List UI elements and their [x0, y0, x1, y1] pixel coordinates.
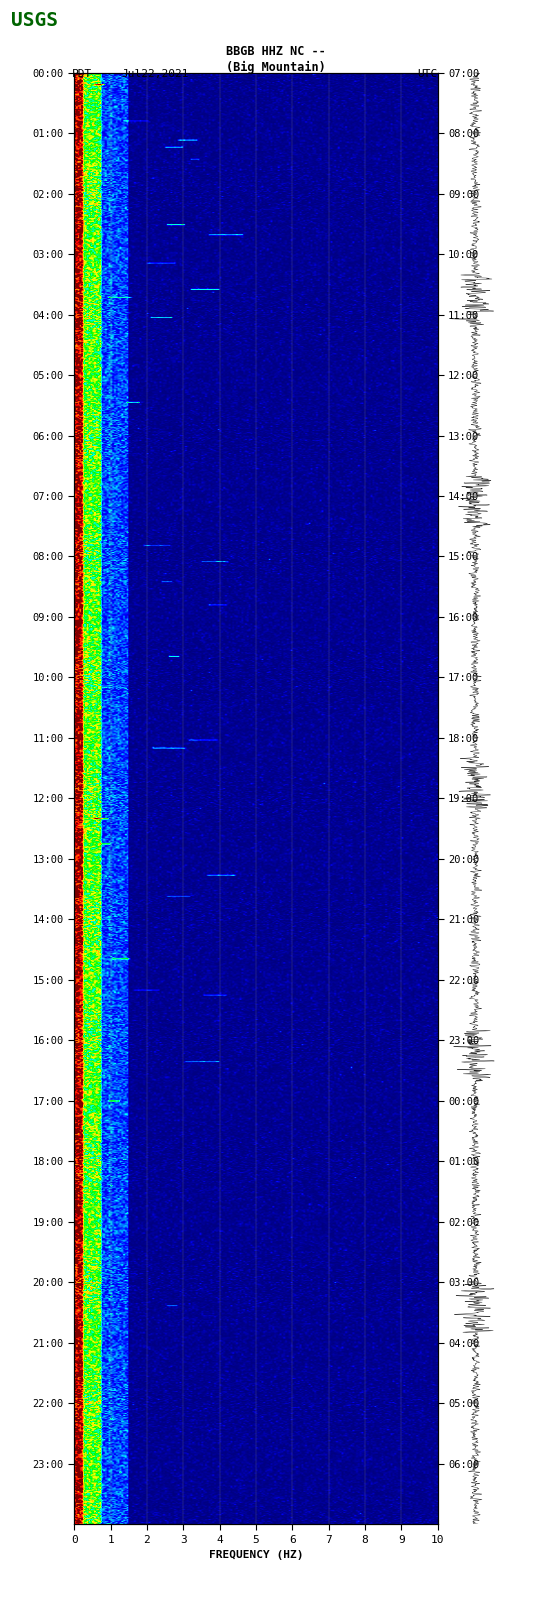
X-axis label: FREQUENCY (HZ): FREQUENCY (HZ)	[209, 1550, 303, 1560]
Text: (Big Mountain): (Big Mountain)	[226, 61, 326, 74]
Text: UTC: UTC	[417, 69, 437, 79]
Text: Jul22,2021: Jul22,2021	[121, 69, 189, 79]
Text: BBGB HHZ NC --: BBGB HHZ NC --	[226, 45, 326, 58]
Text: USGS: USGS	[11, 11, 58, 31]
Text: PDT: PDT	[72, 69, 92, 79]
